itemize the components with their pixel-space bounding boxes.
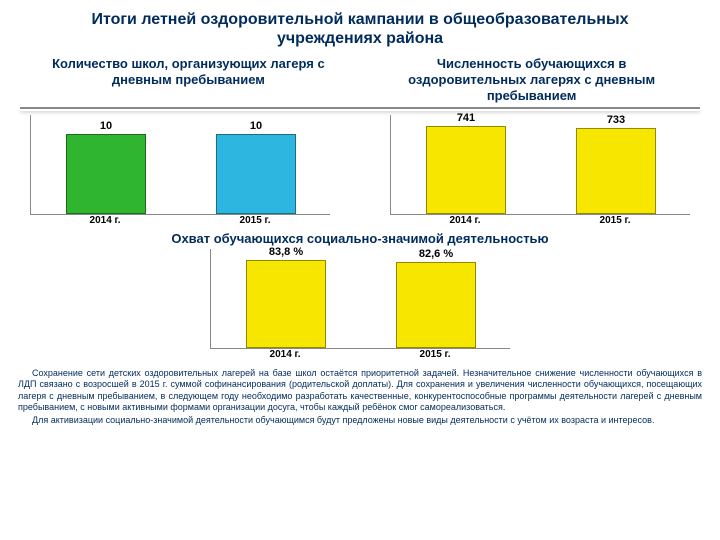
coverage-chart: 83,8 % 82,6 % 2014 г. 2015 г. [210,249,510,360]
chart2-x-label-1: 2015 г. [575,215,655,226]
chart3-bar-value-1: 82,6 % [397,248,475,260]
chart1-x-label-0: 2014 г. [65,215,145,226]
chart3-x-label-0: 2014 г. [245,349,325,360]
chart2-plot-area: 741 733 [390,115,690,215]
page-title: Итоги летней оздоровительной кампании в … [0,0,720,54]
chart1-bar-1: 10 [216,134,296,214]
chart1-plot-area: 10 10 [30,115,330,215]
chart1-bar-0: 10 [66,134,146,214]
chart1-title: Количество школ, организующих лагеря с д… [30,54,347,107]
chart1-bar-value-1: 10 [217,120,295,132]
divider [20,107,700,111]
chart2-title: Численность обучающихся в оздоровительны… [373,54,690,107]
chart3-plot-area: 83,8 % 82,6 % [210,249,510,349]
top-charts-row: 10102014 г.2015 г. 7417332014 г.2015 г. [0,115,720,226]
chart2-x-axis: 2014 г. 2015 г. [390,215,690,226]
chart1-x-axis: 2014 г. 2015 г. [30,215,330,226]
chart3-title: Охват обучающихся социально-значимой дея… [0,232,720,247]
chart3-x-axis: 2014 г. 2015 г. [210,349,510,360]
chart3-bar-0: 83,8 % [246,260,326,348]
chart3-bar-1: 82,6 % [396,262,476,348]
bottom-chart-row: 83,8 % 82,6 % 2014 г. 2015 г. [0,249,720,360]
schools-chart: 10102014 г.2015 г. [30,115,330,226]
chart2-bar-value-1: 733 [577,114,655,126]
chart2-bar-value-0: 741 [427,112,505,124]
chart1-x-label-1: 2015 г. [215,215,295,226]
chart3-bar-value-0: 83,8 % [247,246,325,258]
chart2-x-label-0: 2014 г. [425,215,505,226]
chart3-x-label-1: 2015 г. [395,349,475,360]
chart2-bar-1: 733 [576,128,656,214]
chart1-bar-value-0: 10 [67,120,145,132]
body-paragraph-2: Для активизации социально-значимой деяте… [18,415,702,426]
body-paragraph-1: Сохранение сети детских оздоровительных … [18,368,702,413]
students-chart: 741 733 2014 г. 2015 г. [390,115,690,226]
subtitles-row: Количество школ, организующих лагеря с д… [0,54,720,107]
chart2-bar-0: 741 [426,126,506,214]
body-text: Сохранение сети детских оздоровительных … [0,360,720,426]
